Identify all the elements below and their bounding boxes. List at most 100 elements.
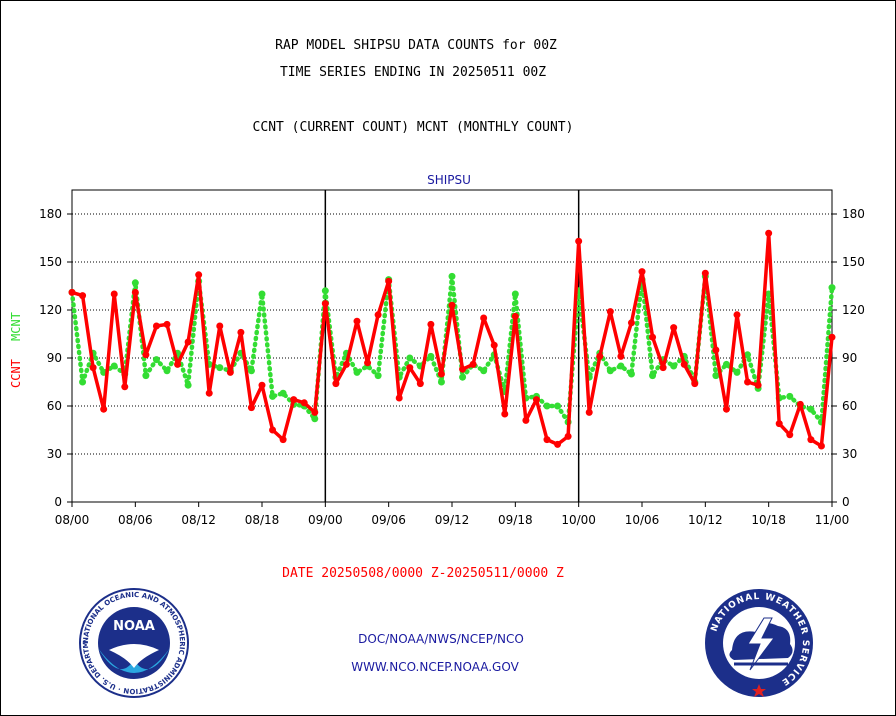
- y-tick-label-left-120: 120: [39, 303, 62, 317]
- point-ccnt-14: [216, 322, 224, 330]
- point-mcnt-20: [279, 389, 287, 397]
- series-group: [68, 229, 836, 450]
- point-mcnt-27: [353, 368, 361, 376]
- y-tick-label-right-120: 120: [842, 303, 865, 317]
- axes: 0 0 30 30 60 60 90 90 120 120 150 150 180 180 08/00 08/…: [39, 189, 865, 527]
- point-ccnt-63: [733, 311, 741, 319]
- point-ccnt-27: [353, 317, 361, 325]
- grid-lines: [72, 190, 832, 502]
- x-tick-label-24: 09/00: [308, 513, 343, 527]
- point-ccnt-47: [564, 432, 572, 440]
- point-ccnt-50: [596, 352, 604, 360]
- point-mcnt-52: [617, 362, 625, 370]
- point-mcnt-9: [163, 367, 171, 375]
- point-ccnt-26: [342, 360, 350, 368]
- point-mcnt-11: [184, 381, 192, 389]
- point-ccnt-45: [543, 436, 551, 444]
- point-mcnt-17: [247, 367, 255, 375]
- point-ccnt-68: [786, 431, 794, 439]
- point-mcnt-6: [131, 279, 139, 287]
- point-ccnt-8: [152, 322, 160, 330]
- point-ccnt-24: [321, 300, 329, 308]
- point-mcnt-1: [79, 378, 87, 386]
- point-ccnt-38: [469, 360, 477, 368]
- x-tick-label-6: 08/06: [118, 513, 153, 527]
- point-mcnt-36: [448, 272, 456, 280]
- point-ccnt-17: [247, 404, 255, 412]
- point-mcnt-29: [374, 372, 382, 380]
- point-mcnt-23: [311, 415, 319, 423]
- point-ccnt-42: [511, 312, 519, 320]
- point-ccnt-21: [290, 396, 298, 404]
- point-ccnt-23: [311, 408, 319, 416]
- plot-title: SHIPSU: [427, 173, 471, 187]
- point-ccnt-49: [585, 408, 593, 416]
- y-tick-label-right-180: 180: [842, 207, 865, 221]
- chart-title-line-1: RAP MODEL SHIPSU DATA COUNTS for 00Z: [275, 38, 557, 53]
- org-label: DOC/NOAA/NWS/NCEP/NCO: [358, 632, 524, 646]
- point-ccnt-2: [89, 364, 97, 372]
- date-range-label: DATE 20250508/0000 Z-20250511/0000 Z: [282, 566, 564, 581]
- point-ccnt-36: [448, 301, 456, 309]
- nws-logo: NATIONAL WEATHER SERVICE: [705, 589, 813, 697]
- website-link[interactable]: WWW.NCO.NCEP.NOAA.GOV: [351, 660, 519, 674]
- point-mcnt-57: [670, 362, 678, 370]
- x-tick-label-60: 10/12: [688, 513, 723, 527]
- y-tick-label-right-30: 30: [842, 447, 857, 461]
- point-ccnt-53: [627, 319, 635, 327]
- point-ccnt-10: [174, 360, 182, 368]
- point-ccnt-19: [269, 426, 277, 434]
- point-mcnt-63: [733, 368, 741, 376]
- chart-subtitle: CCNT (CURRENT COUNT) MCNT (MONTHLY COUNT…: [252, 120, 574, 135]
- point-ccnt-0: [68, 288, 76, 296]
- y-tick-label-right-0: 0: [842, 495, 850, 509]
- point-mcnt-64: [744, 351, 752, 359]
- point-ccnt-12: [195, 271, 203, 279]
- point-ccnt-25: [332, 380, 340, 388]
- point-mcnt-14: [216, 364, 224, 372]
- point-ccnt-67: [775, 420, 783, 428]
- x-tick-label-12: 08/12: [181, 513, 216, 527]
- point-ccnt-9: [163, 320, 171, 328]
- point-ccnt-28: [364, 359, 372, 367]
- x-tick-label-72: 11/00: [815, 513, 850, 527]
- point-ccnt-55: [649, 333, 657, 341]
- point-ccnt-44: [532, 396, 540, 404]
- point-ccnt-48: [575, 237, 583, 245]
- point-mcnt-35: [437, 378, 445, 386]
- point-mcnt-53: [627, 370, 635, 378]
- point-ccnt-5: [121, 383, 129, 391]
- x-tick-label-18: 08/18: [245, 513, 280, 527]
- x-tick-label-66: 10/18: [751, 513, 786, 527]
- point-ccnt-22: [300, 399, 308, 407]
- point-mcnt-72: [828, 284, 836, 292]
- noaa-logo-text: NOAA: [113, 619, 155, 634]
- point-ccnt-66: [765, 229, 773, 237]
- point-ccnt-35: [437, 370, 445, 378]
- point-ccnt-51: [606, 308, 614, 316]
- point-mcnt-34: [427, 352, 435, 360]
- point-ccnt-13: [205, 389, 213, 397]
- y-tick-label-right-90: 90: [842, 351, 857, 365]
- x-tick-label-54: 10/06: [625, 513, 660, 527]
- y-tick-label-right-150: 150: [842, 255, 865, 269]
- point-ccnt-52: [617, 352, 625, 360]
- point-mcnt-24: [321, 287, 329, 295]
- point-ccnt-72: [828, 333, 836, 341]
- y-tick-label-right-60: 60: [842, 399, 857, 413]
- point-ccnt-11: [184, 338, 192, 346]
- point-ccnt-20: [279, 436, 287, 444]
- point-mcnt-37: [459, 373, 467, 381]
- point-ccnt-54: [638, 268, 646, 276]
- point-mcnt-61: [712, 372, 720, 380]
- point-ccnt-16: [237, 328, 245, 336]
- chart-title-line-2: TIME SERIES ENDING IN 20250511 00Z: [279, 65, 547, 80]
- x-tick-label-48: 10/00: [561, 513, 596, 527]
- point-ccnt-39: [480, 314, 488, 322]
- point-ccnt-60: [701, 269, 709, 277]
- point-ccnt-37: [459, 365, 467, 373]
- point-ccnt-61: [712, 346, 720, 354]
- point-mcnt-55: [649, 372, 657, 380]
- x-tick-label-30: 09/06: [371, 513, 406, 527]
- point-ccnt-18: [258, 381, 266, 389]
